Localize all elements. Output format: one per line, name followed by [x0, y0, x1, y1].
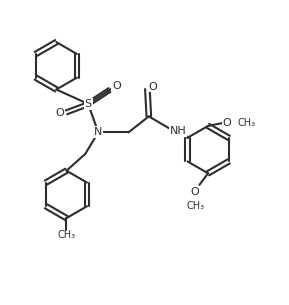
Text: O: O: [191, 187, 199, 197]
Text: O: O: [223, 118, 231, 128]
Text: CH₃: CH₃: [238, 118, 256, 128]
Text: O: O: [112, 81, 121, 91]
Text: CH₃: CH₃: [58, 231, 75, 240]
Text: NH: NH: [170, 126, 186, 136]
Text: CH₃: CH₃: [186, 201, 204, 211]
Text: O: O: [55, 109, 64, 118]
Text: O: O: [149, 82, 158, 92]
Text: N: N: [94, 127, 102, 137]
Text: S: S: [85, 99, 92, 109]
